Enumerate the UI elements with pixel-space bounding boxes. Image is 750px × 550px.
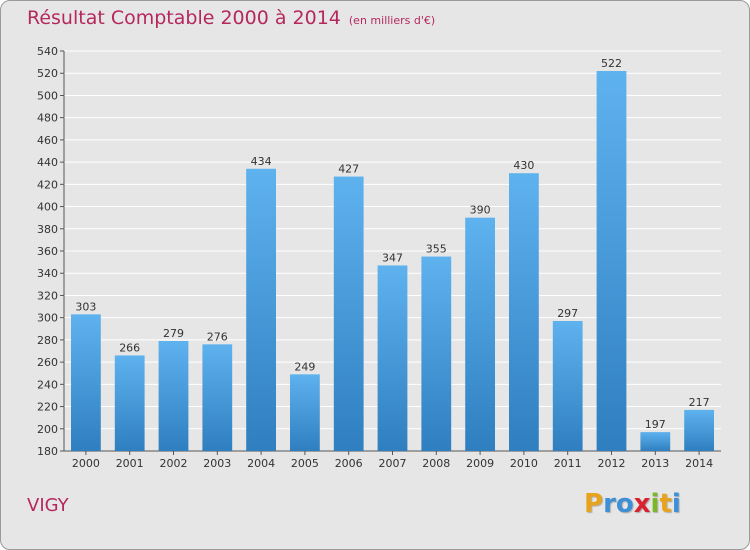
data-label: 434 bbox=[251, 155, 272, 168]
y-tick-label: 460 bbox=[37, 134, 58, 147]
y-tick-label: 320 bbox=[37, 289, 58, 302]
logo-letter: x bbox=[633, 489, 651, 519]
logo-letter: r bbox=[603, 489, 616, 519]
bar bbox=[596, 71, 627, 451]
y-tick-label: 240 bbox=[37, 378, 58, 391]
data-label: 266 bbox=[119, 341, 140, 354]
x-tick-label: 2005 bbox=[291, 457, 319, 470]
y-tick-label: 260 bbox=[37, 356, 58, 369]
chart-title-text: Résultat Comptable 2000 à 2014 bbox=[27, 7, 341, 29]
logo-letter: i bbox=[671, 489, 681, 519]
y-tick-label: 340 bbox=[37, 267, 58, 280]
data-label: 249 bbox=[294, 360, 315, 373]
logo-letter: o bbox=[615, 489, 634, 519]
location-label: VIGY bbox=[27, 495, 69, 516]
x-tick-label: 2013 bbox=[641, 457, 669, 470]
bar bbox=[640, 432, 671, 451]
data-label: 303 bbox=[75, 300, 96, 313]
bar bbox=[158, 341, 189, 451]
logo-letter: t bbox=[659, 489, 672, 519]
y-tick-label: 280 bbox=[37, 334, 58, 347]
bars bbox=[71, 71, 714, 452]
bar bbox=[71, 314, 101, 451]
y-tick-label: 480 bbox=[37, 112, 58, 125]
x-tick-label: 2003 bbox=[203, 457, 231, 470]
bar bbox=[684, 409, 714, 451]
y-tick-label: 380 bbox=[37, 223, 58, 236]
y-tick-label: 400 bbox=[37, 201, 58, 214]
logo-letter: P bbox=[584, 489, 604, 519]
tick-labels: 180 200 220 240 260 280 300 320 340 360 380 400 420 4… bbox=[37, 45, 713, 470]
data-label: 430 bbox=[513, 159, 534, 172]
y-tick-label: 540 bbox=[37, 45, 58, 58]
data-label: 347 bbox=[382, 251, 403, 264]
data-label: 522 bbox=[601, 57, 622, 70]
y-tick-label: 200 bbox=[37, 423, 58, 436]
y-tick-label: 500 bbox=[37, 89, 58, 102]
x-tick-label: 2008 bbox=[422, 457, 450, 470]
bar bbox=[202, 344, 233, 451]
data-labels: 303 266 279 276 434 249 427 347 355 390 430 297 522 1… bbox=[75, 57, 709, 431]
chart-title: Résultat Comptable 2000 à 2014 (en millie… bbox=[27, 7, 435, 29]
y-tick-label: 180 bbox=[37, 445, 58, 458]
x-tick-label: 2012 bbox=[598, 457, 626, 470]
bar bbox=[552, 321, 583, 451]
data-label: 390 bbox=[470, 204, 491, 217]
logo-letter: i bbox=[650, 489, 660, 519]
x-tick-label: 2006 bbox=[335, 457, 363, 470]
x-tick-label: 2002 bbox=[160, 457, 188, 470]
x-tick-label: 2011 bbox=[554, 457, 582, 470]
y-tick-label: 520 bbox=[37, 67, 58, 80]
bar bbox=[509, 173, 539, 451]
x-tick-label: 2007 bbox=[379, 457, 407, 470]
y-tick-label: 440 bbox=[37, 156, 58, 169]
data-label: 217 bbox=[689, 396, 710, 409]
x-tick-label: 2004 bbox=[247, 457, 275, 470]
data-label: 427 bbox=[338, 163, 359, 176]
proxiti-logo: Proxiti bbox=[584, 489, 681, 519]
bar bbox=[377, 265, 408, 451]
x-tick-label: 2010 bbox=[510, 457, 538, 470]
y-tick-label: 420 bbox=[37, 178, 58, 191]
bar bbox=[114, 355, 145, 451]
bar bbox=[465, 217, 495, 451]
data-label: 276 bbox=[207, 330, 228, 343]
bar bbox=[246, 168, 276, 451]
x-tick-label: 2000 bbox=[72, 457, 100, 470]
chart-subtitle: (en milliers d'€) bbox=[348, 14, 436, 27]
y-tick-label: 220 bbox=[37, 401, 58, 414]
x-tick-label: 2001 bbox=[116, 457, 144, 470]
data-label: 297 bbox=[557, 307, 578, 320]
bar bbox=[333, 176, 364, 452]
y-tick-label: 300 bbox=[37, 312, 58, 325]
data-label: 279 bbox=[163, 327, 184, 340]
x-tick-label: 2009 bbox=[466, 457, 494, 470]
data-label: 197 bbox=[645, 418, 666, 431]
y-tick-label: 360 bbox=[37, 245, 58, 258]
data-label: 355 bbox=[426, 243, 447, 256]
bar bbox=[421, 256, 452, 451]
bar bbox=[290, 374, 320, 451]
x-tick-label: 2014 bbox=[685, 457, 713, 470]
